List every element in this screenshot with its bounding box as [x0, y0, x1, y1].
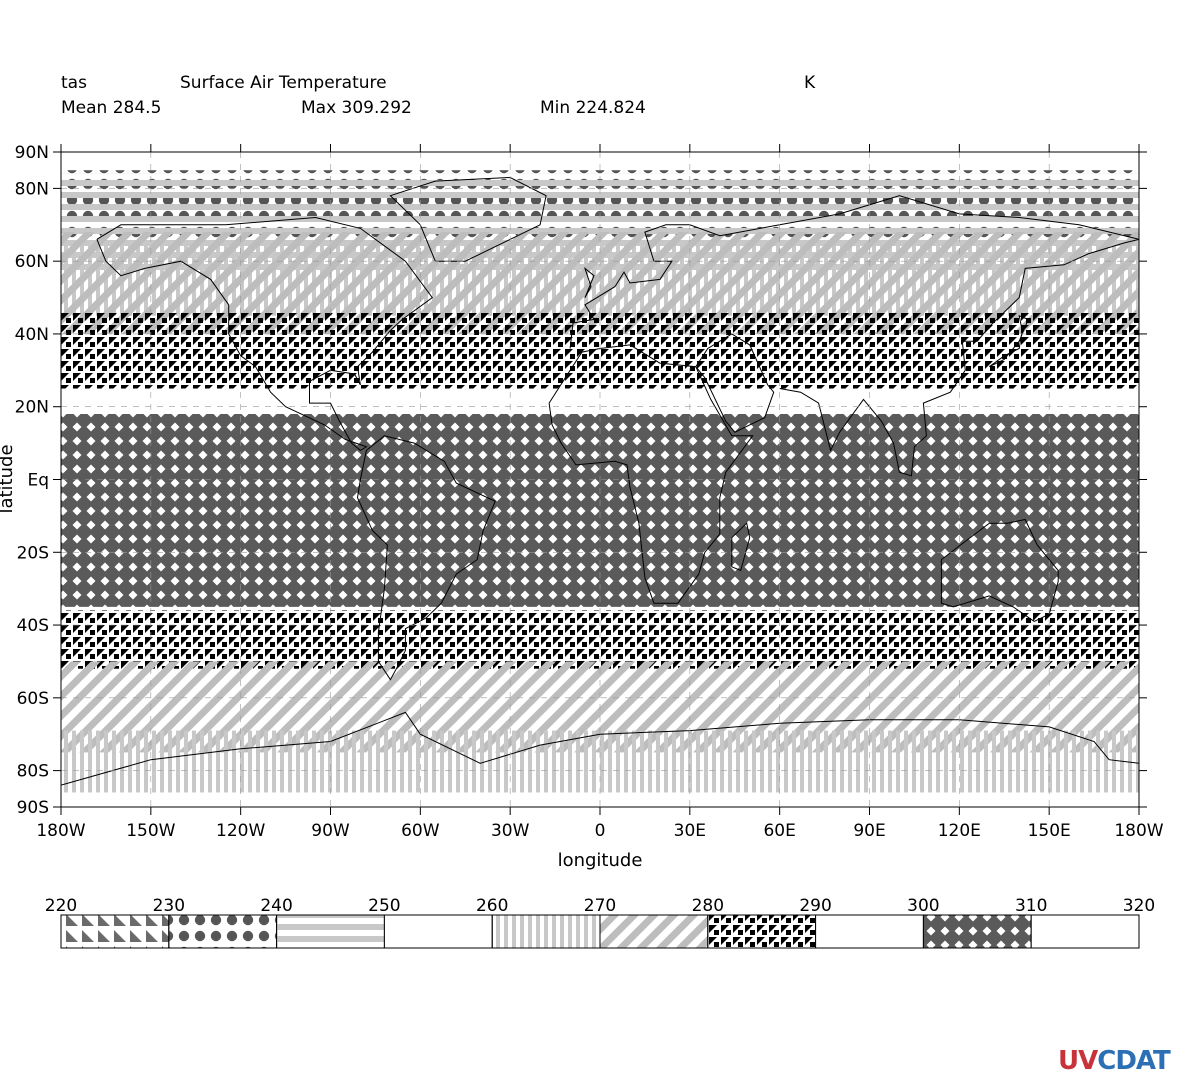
logo-part2: CDAT	[1097, 1046, 1171, 1076]
variable-long-name: Surface Air Temperature	[180, 73, 387, 93]
mean-value: Mean 284.5	[61, 98, 162, 118]
y-tick-label: 60S	[17, 689, 49, 709]
y-tick-label: 90N	[15, 143, 49, 163]
legend-cell-hstripes	[276, 914, 385, 949]
legend-cell-blank	[1030, 914, 1140, 949]
x-axis-label: longitude	[558, 850, 643, 871]
y-tick-label: 20S	[17, 543, 49, 563]
x-tick-label: 180W	[1114, 821, 1163, 841]
uvcdat-logo: UVCDAT	[1058, 1046, 1171, 1076]
max-value: Max 309.292	[301, 98, 412, 118]
y-tick-label: 20N	[15, 398, 49, 418]
y-axis-label: latitude	[0, 444, 17, 513]
legend-level-label: 310	[1015, 896, 1047, 916]
coastlines	[61, 176, 1139, 786]
coastline	[569, 195, 1139, 349]
x-tick-label: 0	[595, 821, 606, 841]
x-tick-label: 30W	[491, 821, 530, 841]
y-tick-label: 80N	[15, 179, 49, 199]
legend-cell-blocks	[707, 914, 817, 949]
band-vstripes	[61, 730, 1139, 793]
units-label: K	[804, 73, 816, 93]
coastline	[583, 266, 595, 298]
y-tick-label: 40S	[17, 616, 49, 636]
legend-cell-vstripes	[491, 914, 601, 949]
logo-part1: UV	[1058, 1046, 1098, 1076]
coastline	[731, 522, 751, 572]
coastline	[548, 344, 754, 604]
colorbar-legend: 220 230 240 250 260 270 280 290 300 310 320	[45, 896, 1155, 949]
x-tick-label: 120W	[216, 821, 265, 841]
legend-level-label: 260	[476, 896, 508, 916]
y-tick-label: 60N	[15, 252, 49, 272]
y-tick-label: 80S	[17, 762, 49, 782]
y-tick-label: 90S	[17, 798, 49, 818]
coastline	[695, 333, 775, 433]
legend-level-label: 320	[1123, 896, 1155, 916]
coastline	[989, 314, 1029, 368]
tick-labels: 180W 150W 120W 90W 60W 30W 0 30E 60E 90E 120E 150E 1…	[15, 143, 1164, 841]
tick-marks	[53, 144, 1147, 815]
legend-cell-blank	[815, 914, 924, 949]
x-tick-label: 60W	[401, 821, 440, 841]
x-tick-label: 90W	[311, 821, 350, 841]
legend-cell-diagonal	[599, 914, 709, 949]
legend-level-label: 240	[260, 896, 292, 916]
x-tick-label: 150W	[126, 821, 175, 841]
legend-level-label: 250	[368, 896, 400, 916]
y-tick-label: Eq	[27, 471, 49, 491]
y-tick-label: 40N	[15, 325, 49, 345]
legend-cell-triangles	[60, 914, 170, 949]
x-tick-label: 120E	[938, 821, 981, 841]
variable-name: tas	[61, 73, 87, 93]
min-value: Min 224.824	[540, 98, 646, 118]
coastline	[940, 518, 1059, 622]
coastline	[356, 435, 496, 681]
legend-level-label: 300	[907, 896, 939, 916]
legend-level-label: 270	[584, 896, 616, 916]
coastline	[779, 238, 1139, 477]
coastline	[61, 711, 1139, 786]
legend-cell-blank	[383, 914, 493, 949]
grid-lines	[61, 152, 1139, 807]
legend-level-label: 290	[799, 896, 831, 916]
x-tick-label: 60E	[763, 821, 795, 841]
legend-level-label: 230	[153, 896, 185, 916]
legend-cell-dots	[168, 914, 278, 949]
x-tick-label: 30E	[674, 821, 706, 841]
legend-level-label: 280	[692, 896, 724, 916]
coastline	[96, 216, 434, 452]
legend-level-label: 220	[45, 896, 77, 916]
legend-cell-diamonds	[922, 914, 1032, 949]
x-tick-label: 180W	[36, 821, 85, 841]
x-tick-label: 150E	[1028, 821, 1071, 841]
x-tick-label: 90E	[853, 821, 885, 841]
